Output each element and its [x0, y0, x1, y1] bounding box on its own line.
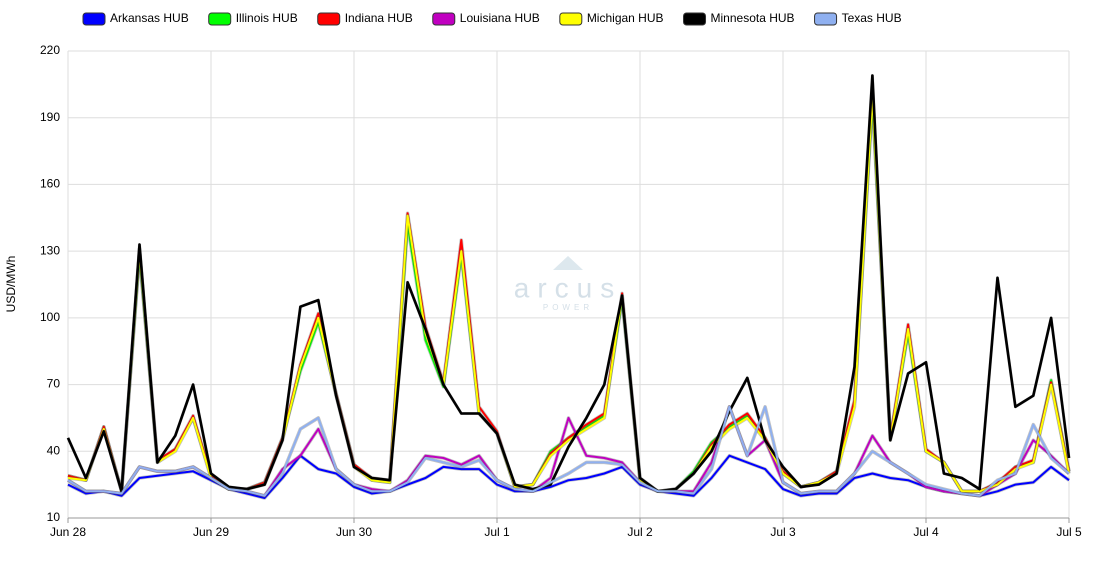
legend-label: Indiana HUB [345, 11, 413, 25]
watermark-title: arcus [514, 272, 622, 303]
y-axis-label: USD/MWh [4, 256, 18, 313]
y-tick-label: 160 [40, 177, 60, 191]
legend-label: Michigan HUB [587, 11, 664, 25]
x-tick-label: Jul 5 [1056, 525, 1082, 539]
series-line [66, 74, 1071, 493]
x-tick-label: Jun 30 [336, 525, 372, 539]
y-tick-label: 10 [47, 510, 61, 524]
y-tick-label: 130 [40, 243, 60, 257]
y-tick-label: 70 [47, 377, 61, 391]
x-tick-label: Jul 4 [913, 525, 939, 539]
legend-swatch [432, 12, 456, 26]
y-tick-label: 220 [40, 43, 60, 57]
legend-label: Illinois HUB [236, 11, 298, 25]
legend-swatch [683, 12, 707, 26]
legend-label: Arkansas HUB [110, 11, 189, 25]
x-tick-label: Jun 29 [193, 525, 229, 539]
legend-label: Louisiana HUB [460, 11, 540, 25]
legend-swatch [208, 12, 232, 26]
x-tick-label: Jul 2 [627, 525, 653, 539]
x-tick-label: Jul 3 [770, 525, 796, 539]
watermark-logo [553, 256, 583, 270]
legend-label: Texas HUB [842, 11, 902, 25]
legend-swatch [317, 12, 341, 26]
y-tick-label: 190 [40, 110, 60, 124]
legend-swatch [559, 12, 583, 26]
x-tick-label: Jun 28 [50, 525, 86, 539]
legend-swatch [82, 12, 106, 26]
x-tick-label: Jul 1 [484, 525, 510, 539]
series-line [67, 405, 1070, 497]
legend-swatch [814, 12, 838, 26]
y-tick-label: 40 [47, 443, 61, 457]
legend-label: Minnesota HUB [711, 11, 795, 25]
watermark-subtitle: POWER [543, 303, 593, 312]
y-tick-label: 100 [40, 310, 60, 324]
